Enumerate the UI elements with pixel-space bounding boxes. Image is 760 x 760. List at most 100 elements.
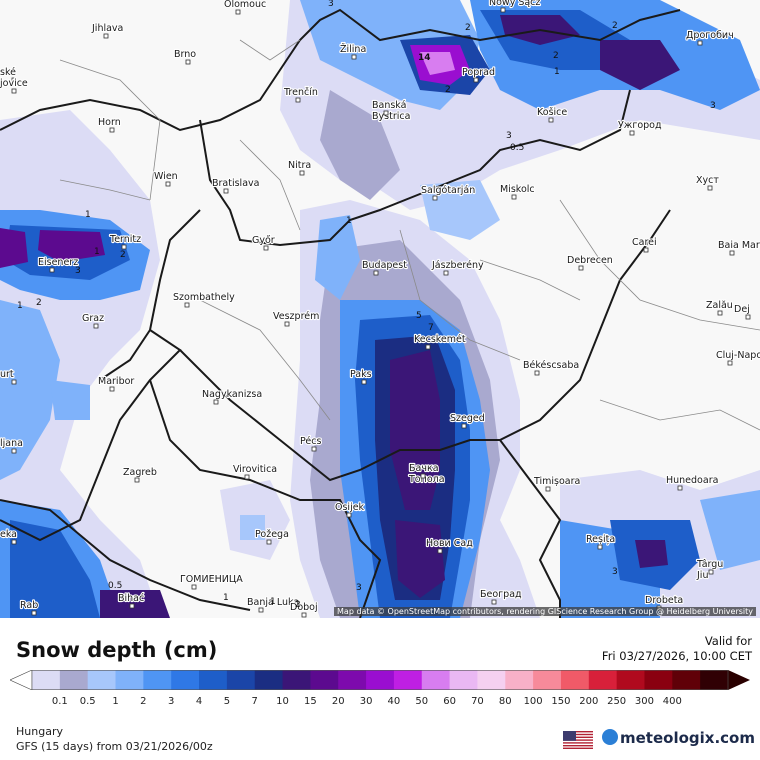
scale-tick-label: 60 xyxy=(443,696,456,707)
city-dot xyxy=(545,486,551,492)
city-marker: Timișoara xyxy=(532,475,581,492)
city-dot xyxy=(383,110,389,116)
scale-tick-label: 80 xyxy=(498,696,512,707)
city-marker: Дрогобич xyxy=(685,29,735,46)
city-dot xyxy=(223,188,229,194)
scale-color-swatch xyxy=(87,670,117,690)
city-marker: Požega xyxy=(254,528,290,545)
scale-color-swatch xyxy=(115,670,144,690)
city-label: Paks xyxy=(350,369,372,380)
city-dot xyxy=(244,474,250,480)
city-dot xyxy=(697,40,703,46)
scale-color-swatch xyxy=(533,670,562,690)
city-marker: Ужгород xyxy=(617,119,663,136)
contour-value-label: 1 xyxy=(270,597,276,607)
city-dot xyxy=(266,539,272,545)
scale-tick-label: 15 xyxy=(304,696,317,707)
city-dot xyxy=(301,612,307,618)
city-dot xyxy=(31,610,37,616)
city-label: Košice xyxy=(537,107,567,118)
scale-color-swatch xyxy=(338,670,367,690)
scale-color-swatch xyxy=(477,670,506,690)
city-label: Pécs xyxy=(300,436,321,447)
city-label: Bratislava xyxy=(212,178,259,189)
us-flag-icon[interactable] xyxy=(563,731,593,749)
city-marker: Virovitica xyxy=(232,463,278,480)
contour-value-label: 1 xyxy=(94,247,100,257)
city-dot xyxy=(432,195,438,201)
city-marker: Maribor xyxy=(97,375,136,392)
city-label: Miskolc xyxy=(500,184,535,195)
city-marker: Zagreb xyxy=(122,466,158,483)
city-label: Banská Bystrica xyxy=(372,100,410,122)
contour-value-label: 3 xyxy=(710,101,716,111)
city-dot xyxy=(461,423,467,429)
city-marker: Târgu Jiu xyxy=(695,558,725,582)
city-label: Nitra xyxy=(288,160,311,171)
scale-tick-label: 200 xyxy=(579,696,599,707)
scale-tick-label: 2 xyxy=(140,696,147,707)
scale-max-arrow xyxy=(728,670,750,690)
city-dot xyxy=(491,599,497,605)
city-dot xyxy=(346,512,352,518)
city-marker: ské xyxy=(0,66,17,83)
city-label: Бачка Топола xyxy=(408,463,445,485)
city-dot xyxy=(93,323,99,329)
city-dot xyxy=(511,194,517,200)
contour-value-label: 7 xyxy=(428,323,434,333)
city-dot xyxy=(425,344,431,350)
city-marker: Pécs xyxy=(299,435,323,452)
contour-value-label: 3 xyxy=(328,0,334,9)
scale-tick-label: 150 xyxy=(551,696,571,707)
city-label: Reșița xyxy=(586,534,615,545)
city-dot xyxy=(11,448,17,454)
city-label: Veszprém xyxy=(273,311,319,322)
city-marker: Békéscsaba xyxy=(522,359,580,376)
city-dot xyxy=(351,54,357,60)
scale-color-swatch xyxy=(672,670,701,690)
scale-tick-label: 250 xyxy=(607,696,627,707)
city-marker: Trenčín xyxy=(282,86,319,103)
city-label: Brno xyxy=(174,49,196,60)
scale-color-swatch xyxy=(143,670,172,690)
city-label: Bihać xyxy=(118,593,144,604)
snow-depth-map[interactable]: Olomouc Jihlava Brno ské jovice Horn Trenčín Ži… xyxy=(0,0,760,618)
city-label: Nowy Sącz xyxy=(489,0,540,8)
city-marker: Nagykanizsa xyxy=(201,388,263,405)
city-label: Jászberény xyxy=(431,260,484,271)
city-dot xyxy=(129,603,135,609)
map-attribution: Map data © OpenStreetMap contributors, r… xyxy=(334,607,756,616)
city-marker: Žilina xyxy=(339,42,367,60)
city-dot xyxy=(500,7,506,13)
city-marker: Wien xyxy=(153,170,179,187)
scale-tick-label: 30 xyxy=(359,696,373,707)
city-marker: ГОМИЕНИЦА xyxy=(179,573,244,590)
city-label: Eisenerz xyxy=(38,257,78,268)
city-label: Budapest xyxy=(362,260,407,271)
country-borders xyxy=(0,8,681,618)
contour-value-label: 1 xyxy=(554,67,560,77)
city-marker: Salgótarján xyxy=(420,184,476,201)
city-marker: Kecskemét xyxy=(413,333,467,350)
city-label: Târgu Jiu xyxy=(696,559,723,581)
scale-tick-label: 70 xyxy=(471,696,484,707)
city-marker: Nowy Sącz xyxy=(488,0,542,13)
scale-color-swatch xyxy=(505,670,534,690)
city-marker: Dej xyxy=(733,303,751,320)
city-marker: Baia Mare xyxy=(717,239,760,256)
brand-logo[interactable]: meteologix.com xyxy=(602,729,755,747)
city-label: Dej xyxy=(734,304,750,315)
contour-value-label: 2 xyxy=(465,23,471,33)
city-label: Poprad xyxy=(462,67,495,78)
contour-value-label: 0.5 xyxy=(510,143,524,153)
city-label: Osijek xyxy=(335,502,365,513)
city-marker: Horn xyxy=(97,116,122,133)
model-name: GFS (15 days) from xyxy=(16,740,123,753)
color-scale-bar xyxy=(10,670,750,690)
city-marker: Poprad xyxy=(461,66,496,83)
city-marker: Hunedoara xyxy=(665,474,720,491)
city-dot xyxy=(121,244,127,250)
city-label: Baia Mare xyxy=(718,240,760,251)
scale-tick-label: 20 xyxy=(331,696,345,707)
contour-value-label: 2 xyxy=(295,600,301,610)
